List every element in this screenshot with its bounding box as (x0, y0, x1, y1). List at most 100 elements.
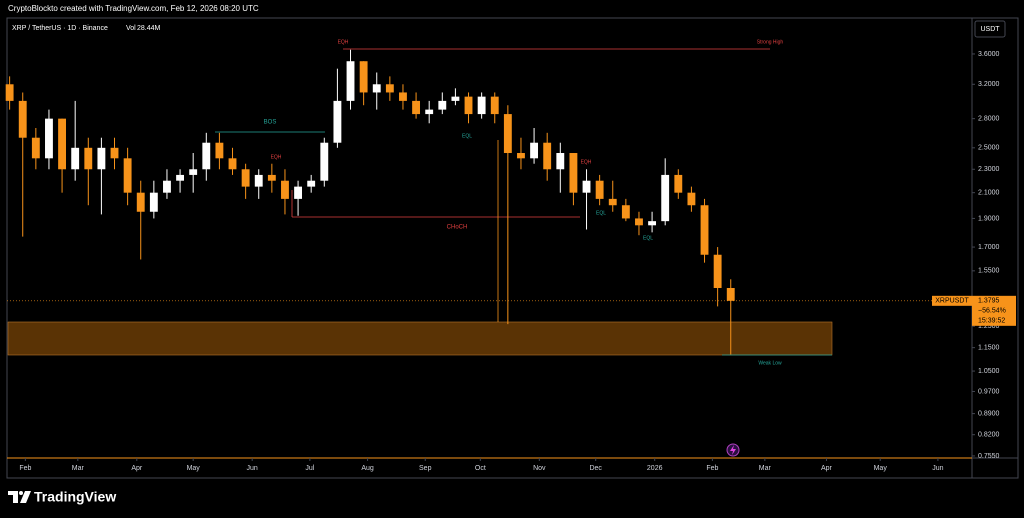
choch-label: CHoCH (447, 225, 468, 231)
candle-body (608, 198, 617, 206)
credit: CryptoBlockto created with TradingView.c… (8, 4, 259, 13)
candle-body (45, 118, 53, 159)
candle-body (71, 147, 80, 170)
candle-body (18, 100, 27, 138)
y-tick-label: 2.1000 (978, 190, 1000, 197)
x-tick-label: Dec (589, 465, 602, 472)
candle-body (556, 153, 565, 170)
candle-body (254, 174, 263, 187)
price-tag-countdown: 15:39:52 (978, 318, 1005, 325)
y-tick-label: 2.8000 (978, 115, 1000, 122)
x-tick-label: Nov (533, 465, 546, 472)
price-tag-change: −56.54% (978, 308, 1006, 315)
candle-body (359, 61, 368, 93)
symbol-title: XRP / TetherUS · 1D · Binance (12, 25, 108, 32)
x-tick-label: Sep (419, 465, 432, 472)
y-tick-label: 2.5000 (978, 145, 1000, 152)
candle-body (333, 100, 342, 143)
candle-body (530, 142, 539, 159)
candle-body (621, 205, 630, 219)
candle-body (464, 96, 473, 115)
y-tick-label: 0.8200 (978, 432, 1000, 439)
candle-body (517, 153, 525, 159)
candle-body (149, 192, 158, 212)
currency[interactable]: USDT (980, 26, 1000, 33)
candle-body (595, 180, 604, 199)
eqh-label: EQH (338, 39, 349, 45)
weak-low-label: Weak Low (758, 360, 782, 366)
candle-body (385, 84, 394, 93)
candle-body (241, 169, 250, 187)
candle-body (661, 174, 670, 222)
candle-body (346, 61, 355, 101)
candle-body (635, 218, 643, 226)
candle-body (267, 174, 276, 181)
price-tag (972, 295, 1016, 326)
candle-body (228, 158, 237, 170)
candle-body (5, 84, 14, 101)
candle-body (648, 221, 657, 226)
strong-high-label: Strong High (757, 39, 784, 45)
event-icon-bolt (730, 445, 736, 455)
y-tick-label: 3.2000 (978, 81, 1000, 88)
brand: TradingView (34, 489, 116, 505)
x-tick-label: Mar (72, 465, 85, 472)
chart-frame (6, 17, 1019, 479)
candle-body (307, 180, 316, 187)
candle-body (412, 100, 421, 115)
candle-body (202, 142, 211, 170)
candle-body (163, 180, 171, 193)
candle-body (281, 180, 289, 199)
candle-body (97, 147, 106, 170)
eql-label: EQL (462, 133, 472, 139)
volume: 28.44M (137, 25, 161, 32)
currency-box[interactable] (974, 20, 1006, 38)
candle-body (543, 142, 552, 170)
candle-body (503, 114, 512, 154)
x-tick-label: Apr (821, 465, 833, 472)
candle-body (713, 254, 722, 288)
symbol-tag-label: XRPUSDT (935, 298, 969, 305)
candle-body (425, 109, 434, 115)
candle-body (136, 192, 145, 212)
x-tick-label: May (874, 465, 888, 472)
y-tick-label: 1.7000 (978, 244, 1000, 251)
y-tick-label: 0.8900 (978, 410, 1000, 417)
candle-body (438, 100, 447, 110)
y-tick-label: 2.3000 (978, 166, 1000, 173)
candle-body (58, 118, 67, 170)
y-tick-label: 1.2500 (978, 323, 1000, 330)
x-tick-label: Jun (247, 465, 258, 472)
eql-label: EQL (596, 210, 606, 216)
bos-label: BOS (264, 120, 277, 126)
x-tick-label: Mar (759, 465, 772, 472)
candle-body (320, 142, 329, 181)
y-tick-label: 0.7550 (978, 453, 1000, 460)
candle-body (700, 205, 709, 255)
candle-body (372, 84, 381, 93)
candle-body (569, 153, 578, 193)
candle-body (687, 192, 696, 206)
price-tag-value: 1.3795 (978, 298, 1000, 305)
x-tick-label: Feb (19, 465, 31, 472)
candle-body (189, 169, 198, 175)
volume-label: Vol (126, 25, 136, 32)
symbol-tag (932, 295, 972, 306)
candle-body (451, 96, 460, 101)
candle-body (294, 186, 303, 199)
x-tick-label: 2026 (647, 465, 663, 472)
candle-body (477, 96, 486, 115)
eql-label: EQL (643, 235, 653, 241)
candle-body (84, 147, 93, 170)
logo-dot (19, 491, 23, 495)
candle-body (123, 158, 132, 193)
x-tick-label: Apr (131, 465, 143, 472)
x-tick-label: May (187, 465, 201, 472)
eqh-label: EQH (271, 154, 282, 160)
eqh-label: EQH (581, 159, 592, 165)
x-tick-label: Feb (706, 465, 718, 472)
y-tick-label: 1.0500 (978, 368, 1000, 375)
x-tick-label: Jun (932, 465, 943, 472)
